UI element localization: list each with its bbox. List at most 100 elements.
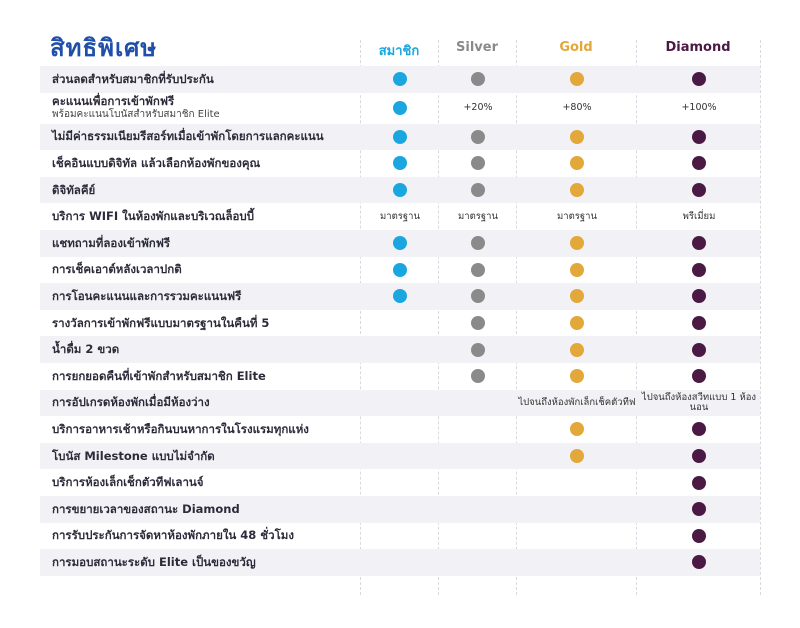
tier-value-text: ไปจนถึงห้องพักเล็กเช็คตัวทีฟ xyxy=(518,396,636,408)
included-dot-icon xyxy=(471,262,485,277)
tier-cell-Gold xyxy=(517,257,637,284)
included-dot-icon xyxy=(393,262,407,277)
table-row: การโอนคะแนนและการรวมคะแนนฟรี xyxy=(40,283,760,310)
table-row: เช็คอินแบบดิจิทัล แล้วเลือกห้องพักของคุณ xyxy=(40,150,760,177)
included-dot-icon xyxy=(692,528,706,543)
included-dot-icon xyxy=(471,183,485,198)
benefit-title: การมอบสถานะระดับ Elite เป็นของขวัญ xyxy=(52,554,256,569)
benefit-title: ส่วนลดสำหรับสมาชิกที่รับประกัน xyxy=(52,71,214,86)
benefit-subtitle: พร้อมคะแนนโบนัสสำหรับสมาชิก Elite xyxy=(52,109,220,121)
tier-cell-Gold: ไปจนถึงห้องพักเล็กเช็คตัวทีฟ xyxy=(517,390,637,417)
included-dot-icon xyxy=(471,72,485,87)
tier-value-text: ไปจนถึงห้องสวีทแบบ 1 ห้องนอน xyxy=(641,391,757,413)
included-dot-icon xyxy=(692,262,706,277)
benefit-label: การอัปเกรดห้องพักเมื่อมีห้องว่าง xyxy=(40,396,360,409)
included-dot-icon xyxy=(570,156,584,171)
included-dot-icon xyxy=(692,72,706,87)
table-row: บริการห้องเล็กเช็กตัวทีฟเลานจ์ xyxy=(40,469,760,496)
tier-cell-Silver: มาตรฐาน xyxy=(439,203,517,230)
benefit-title: ดิจิทัลคีย์ xyxy=(52,182,96,197)
benefit-label: น้ำดื่ม 2 ขวด xyxy=(40,343,360,356)
included-dot-icon xyxy=(692,502,706,517)
included-dot-icon xyxy=(692,289,706,304)
tier-header-Diamond: Diamond xyxy=(665,40,731,55)
tier-cell-Diamond xyxy=(637,150,761,177)
included-dot-icon xyxy=(471,316,485,331)
tier-cell-Gold xyxy=(517,310,637,337)
included-dot-icon xyxy=(692,369,706,384)
included-dot-icon xyxy=(570,422,584,437)
tier-cell-Silver xyxy=(439,177,517,204)
included-dot-icon xyxy=(471,342,485,357)
benefit-label: แชทถามที่ลองเข้าพักฟรี xyxy=(40,236,360,250)
table-row: ดิจิทัลคีย์ xyxy=(40,176,760,204)
tier-cell-Diamond xyxy=(637,416,761,443)
table-row: การขยายเวลาของสถานะ Diamond xyxy=(40,495,760,523)
tier-cell-Gold: +80% xyxy=(517,93,637,124)
included-dot-icon xyxy=(570,262,584,277)
included-dot-icon xyxy=(692,555,706,570)
tier-header-Silver: Silver xyxy=(456,40,498,55)
column-divider xyxy=(636,40,637,595)
benefit-label: บริการอาหารเช้าหรือกินบนหาการในโรงแรมทุก… xyxy=(40,421,360,436)
tier-cell-Diamond: ไปจนถึงห้องสวีทแบบ 1 ห้องนอน xyxy=(637,390,761,417)
tier-cell-Diamond xyxy=(637,230,761,257)
included-dot-icon xyxy=(692,316,706,331)
tier-cell-สมาชิก xyxy=(361,257,439,284)
benefit-label: บริการ WIFI ในห้องพักและบริเวณล็อบบี้ xyxy=(40,210,360,223)
table-row: ส่วนลดสำหรับสมาชิกที่รับประกัน xyxy=(40,66,760,93)
included-dot-icon xyxy=(471,369,485,384)
tier-cell-Silver xyxy=(439,363,517,390)
included-dot-icon xyxy=(692,475,706,490)
benefit-label: รางวัลการเข้าพักฟรีแบบมาตรฐานในคืนที่ 5 xyxy=(40,316,360,330)
benefit-label: การรับประกันการจัดหาห้องพักภายใน 48 ชั่ว… xyxy=(40,529,360,542)
benefit-title: บริการอาหารเช้าหรือกินบนหาการในโรงแรมทุก… xyxy=(52,421,309,436)
included-dot-icon xyxy=(471,156,485,171)
included-dot-icon xyxy=(570,316,584,331)
table-row: บริการอาหารเช้าหรือกินบนหาการในโรงแรมทุก… xyxy=(40,416,760,443)
tier-cell-สมาชิก xyxy=(361,283,439,310)
tier-cell-สมาชิก xyxy=(361,150,439,177)
tier-cell-สมาชิก xyxy=(361,177,439,204)
tier-cell-Diamond xyxy=(637,336,761,363)
tier-cell-Silver xyxy=(439,310,517,337)
included-dot-icon xyxy=(393,156,407,171)
tier-cell-สมาชิก xyxy=(361,66,439,93)
benefit-title: ไม่มีค่าธรรมเนียมรีสอร์ทเมื่อเข้าพักโดยก… xyxy=(52,129,324,144)
benefit-label: ดิจิทัลคีย์ xyxy=(40,182,360,197)
tier-cell-Diamond xyxy=(637,66,761,93)
page-title: สิทธิพิเศษ xyxy=(50,34,158,62)
tier-cell-Silver: +20% xyxy=(439,93,517,124)
tier-cell-Gold xyxy=(517,150,637,177)
benefit-title: การยกยอดคืนที่เข้าพักสำหรับสมาชิก Elite xyxy=(52,368,266,383)
included-dot-icon xyxy=(393,72,407,87)
benefit-label: การมอบสถานะระดับ Elite เป็นของขวัญ xyxy=(40,554,360,569)
included-dot-icon xyxy=(393,183,407,198)
included-dot-icon xyxy=(692,183,706,198)
tier-cell-Diamond xyxy=(637,469,761,496)
table-row: การอัปเกรดห้องพักเมื่อมีห้องว่าง ไปจนถึงห… xyxy=(40,389,761,417)
benefit-title: เช็คอินแบบดิจิทัล แล้วเลือกห้องพักของคุณ xyxy=(52,155,261,170)
table-row: การมอบสถานะระดับ Elite เป็นของขวัญ xyxy=(40,549,760,576)
tier-cell-Gold xyxy=(517,124,637,151)
tier-cell-Diamond xyxy=(637,257,761,284)
benefit-title: การเช็คเอาต์หลังเวลาปกติ xyxy=(52,262,182,277)
tier-cell-Silver xyxy=(439,124,517,151)
tier-cell-Gold xyxy=(517,230,637,257)
benefit-label: การโอนคะแนนและการรวมคะแนนฟรี xyxy=(40,289,360,303)
tier-cell-Diamond xyxy=(637,549,761,576)
tier-cell-Silver xyxy=(439,283,517,310)
benefit-label: โบนัส Milestone แบบไม่จำกัด xyxy=(40,448,360,463)
benefit-title: น้ำดื่ม 2 ขวด xyxy=(52,342,120,357)
table-row: บริการ WIFI ในห้องพักและบริเวณล็อบบี้ มาต… xyxy=(40,203,760,230)
tier-cell-Gold xyxy=(517,66,637,93)
benefit-label: เช็คอินแบบดิจิทัล แล้วเลือกห้องพักของคุณ xyxy=(40,155,360,170)
benefit-title: บริการ WIFI ในห้องพักและบริเวณล็อบบี้ xyxy=(52,209,255,224)
included-dot-icon xyxy=(570,289,584,304)
table-row: โบนัส Milestone แบบไม่จำกัด xyxy=(40,442,760,470)
table-row: น้ำดื่ม 2 ขวด xyxy=(40,336,760,363)
benefit-label: ไม่มีค่าธรรมเนียมรีสอร์ทเมื่อเข้าพักโดยก… xyxy=(40,130,360,143)
tier-cell-Silver xyxy=(439,230,517,257)
benefit-title: โบนัส Milestone แบบไม่จำกัด xyxy=(52,448,215,463)
